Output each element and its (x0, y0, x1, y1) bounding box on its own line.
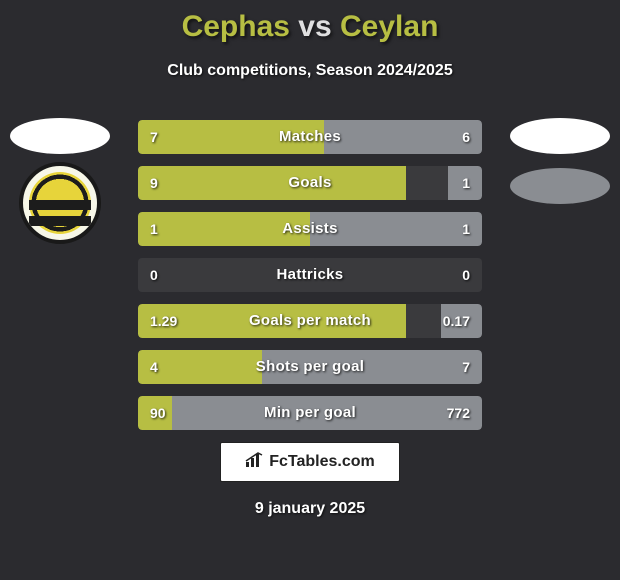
stat-value-left: 7 (150, 120, 158, 154)
stat-value-right: 0.17 (443, 304, 470, 338)
player1-name: Cephas (182, 10, 290, 43)
player2-name: Ceylan (340, 10, 438, 43)
stat-label: Min per goal (138, 396, 482, 430)
stat-row: Goals per match1.29 0.17 (138, 304, 482, 338)
brand-text: FcTables.com (269, 453, 375, 471)
comparison-title: Cephas vs Ceylan (0, 0, 620, 44)
stat-value-left: 4 (150, 350, 158, 384)
stat-label: Hattricks (138, 258, 482, 292)
player2-club-block (510, 118, 610, 258)
brand-badge: FcTables.com (220, 442, 400, 482)
stat-value-left: 1 (150, 212, 158, 246)
player1-club-block (10, 118, 110, 258)
stat-label: Matches (138, 120, 482, 154)
player1-crest (19, 162, 101, 244)
crest-graphic (29, 172, 91, 234)
stats-bars: Matches76Goals91Assists11Hattricks00Goal… (138, 120, 482, 442)
player1-oval (10, 118, 110, 154)
stat-row: Hattricks0 0 (138, 258, 482, 292)
footer-date: 9 january 2025 (0, 500, 620, 518)
player2-oval-2 (510, 168, 610, 204)
stat-label: Shots per goal (138, 350, 482, 384)
player2-oval-1 (510, 118, 610, 154)
stat-value-right: 772 (447, 396, 470, 430)
vs-text: vs (298, 10, 331, 43)
stat-row: Assists1 1 (138, 212, 482, 246)
stat-value-left: 0 (150, 258, 158, 292)
stat-value-right: 1 (462, 166, 470, 200)
stat-row: Matches7 6 (138, 120, 482, 154)
stat-label: Assists (138, 212, 482, 246)
stat-value-left: 1.29 (150, 304, 177, 338)
chart-icon (245, 452, 263, 473)
stat-value-left: 90 (150, 396, 166, 430)
subtitle: Club competitions, Season 2024/2025 (0, 62, 620, 80)
stat-row: Min per goal90 772 (138, 396, 482, 430)
stat-label: Goals (138, 166, 482, 200)
stat-value-right: 0 (462, 258, 470, 292)
stat-value-right: 1 (462, 212, 470, 246)
stat-value-right: 7 (462, 350, 470, 384)
stat-label: Goals per match (138, 304, 482, 338)
stat-row: Goals9 1 (138, 166, 482, 200)
stat-row: Shots per goal4 7 (138, 350, 482, 384)
stat-value-left: 9 (150, 166, 158, 200)
stat-value-right: 6 (462, 120, 470, 154)
